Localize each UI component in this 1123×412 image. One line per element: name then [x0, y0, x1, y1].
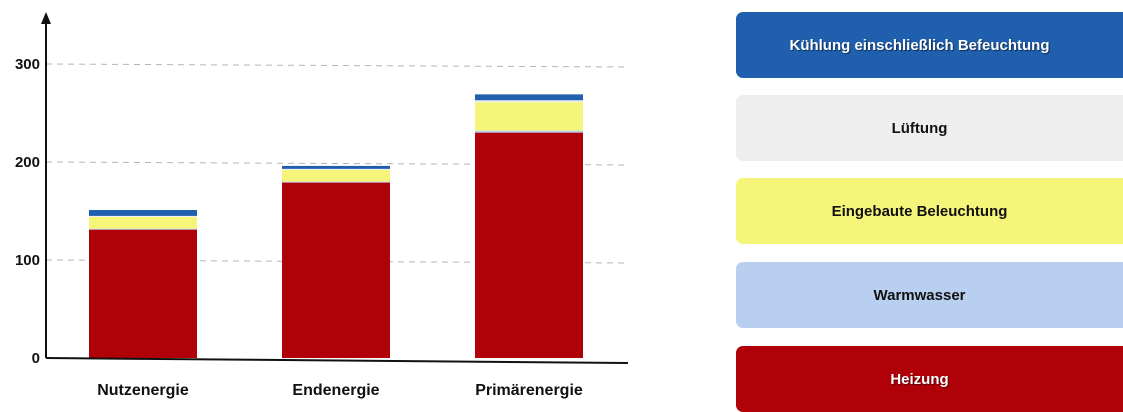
- bar-segment-k-hlung-einschlie-lich-befeuchtung: [475, 94, 583, 101]
- bar-segment-warmwasser: [282, 181, 390, 183]
- axes: [41, 12, 629, 364]
- category-label: Endenergie: [292, 382, 379, 399]
- x-axis: [45, 357, 629, 364]
- legend-item-heizung: Heizung: [736, 346, 1123, 412]
- y-tick-label: 0: [32, 350, 40, 367]
- bar-segment-warmwasser: [475, 130, 583, 133]
- gridline: [45, 63, 629, 68]
- bar-segment-eingebaute-beleuchtung: [89, 216, 197, 229]
- y-axis-arrow-icon: [41, 12, 51, 24]
- bar-segment-heizung: [475, 132, 583, 358]
- legend-label: Warmwasser: [873, 286, 966, 304]
- y-tick-label: 200: [15, 154, 40, 171]
- bar-segment-l-ftung: [282, 168, 390, 170]
- bar-segment-eingebaute-beleuchtung: [475, 102, 583, 131]
- legend-label: Lüftung: [891, 119, 948, 137]
- category-label: Nutzenergie: [97, 382, 189, 399]
- legend-item-k-hlung-einschlie-lich-befeuchtung: Kühlung einschließlich Befeuchtung: [736, 12, 1123, 78]
- y-tick-labels: 0 100 200 300: [15, 56, 40, 367]
- stacked-bar-chart: 0 100 200 300 Nutzenergie Endenergie Primären…: [15, 12, 629, 399]
- bar-segment-l-ftung: [89, 215, 197, 217]
- y-tick-label: 300: [15, 56, 40, 73]
- bars: [89, 94, 583, 358]
- bar-segment-heizung: [282, 182, 390, 358]
- bar-segment-l-ftung: [475, 100, 583, 103]
- bar-segment-k-hlung-einschlie-lich-befeuchtung: [89, 210, 197, 216]
- legend-label: Heizung: [890, 370, 949, 388]
- category-label: Primärenergie: [475, 382, 583, 399]
- bar-segment-eingebaute-beleuchtung: [282, 169, 390, 182]
- legend: Kühlung einschließlich Befeuchtung Lüftun…: [736, 12, 1123, 412]
- legend-item-l-ftung: Lüftung: [736, 95, 1123, 161]
- category-labels: Nutzenergie Endenergie Primärenergie: [97, 382, 583, 399]
- legend-item-warmwasser: Warmwasser: [736, 262, 1123, 328]
- y-tick-label: 100: [15, 252, 40, 269]
- legend-label: Kühlung einschließlich Befeuchtung: [789, 36, 1050, 54]
- bar-segment-heizung: [89, 229, 197, 358]
- legend-item-eingebaute-beleuchtung: Eingebaute Beleuchtung: [736, 178, 1123, 244]
- legend-label: Eingebaute Beleuchtung: [831, 202, 1008, 220]
- bar-segment-k-hlung-einschlie-lich-befeuchtung: [282, 165, 390, 169]
- bar-segment-warmwasser: [89, 228, 197, 230]
